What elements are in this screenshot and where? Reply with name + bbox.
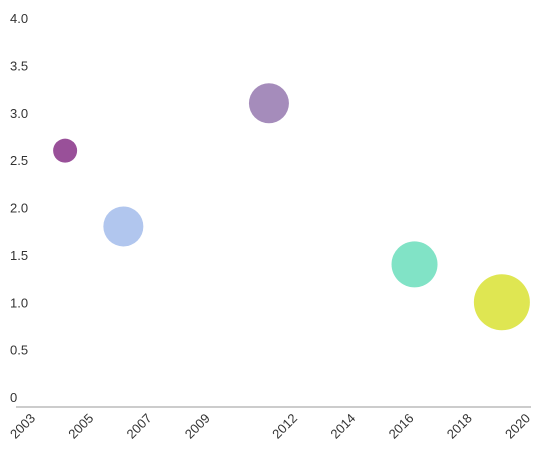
x-tick-label: 2018 <box>444 411 475 442</box>
y-tick-label: 0.5 <box>10 343 28 358</box>
bubble-point[interactable] <box>103 206 144 247</box>
y-tick-label: 3.0 <box>10 106 28 121</box>
bubble-point[interactable] <box>248 83 289 124</box>
x-tick-label: 2016 <box>386 411 417 442</box>
bubble-point[interactable] <box>473 274 530 331</box>
x-tick-label: 2020 <box>502 411 533 442</box>
x-tick-label: 2003 <box>7 411 38 442</box>
y-axis-ticks: 0 0.5 1.0 1.5 2.0 2.5 3.0 3.5 4.0 <box>10 11 28 405</box>
x-tick-label: 2005 <box>65 411 96 442</box>
x-tick-label: 2009 <box>182 411 213 442</box>
y-tick-label: 1.0 <box>10 295 28 310</box>
bubble-point[interactable] <box>53 138 78 163</box>
bubble-point[interactable] <box>391 241 438 288</box>
x-tick-label: 2007 <box>124 411 155 442</box>
y-tick-label: 3.5 <box>10 58 28 73</box>
x-tick-label: 2012 <box>269 411 300 442</box>
bubble-series <box>53 83 530 331</box>
x-axis-ticks: 2003 2005 2007 2009 2012 2014 2016 2018 2020 <box>7 411 533 442</box>
y-tick-label: 0 <box>10 390 17 405</box>
x-tick-label: 2014 <box>327 411 358 442</box>
y-tick-label: 2.5 <box>10 153 28 168</box>
y-tick-label: 4.0 <box>10 11 28 26</box>
y-tick-label: 1.5 <box>10 248 28 263</box>
y-tick-label: 2.0 <box>10 201 28 216</box>
